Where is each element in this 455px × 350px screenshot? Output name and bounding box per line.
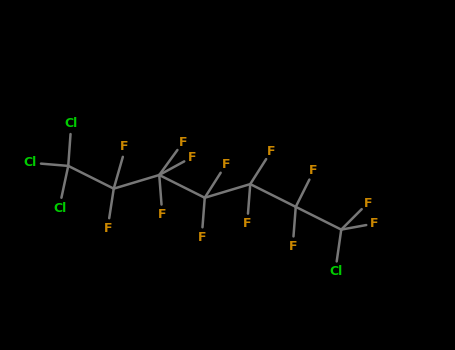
Text: F: F [309,164,317,177]
Text: Cl: Cl [23,156,36,169]
Text: F: F [364,197,372,210]
Text: Cl: Cl [53,202,67,215]
Text: Cl: Cl [329,265,343,278]
Text: F: F [198,231,206,244]
Text: F: F [158,208,166,221]
Text: F: F [370,217,379,230]
Text: F: F [267,145,275,158]
Text: F: F [179,136,187,149]
Text: F: F [289,240,297,253]
Text: F: F [222,159,230,172]
Text: F: F [120,140,128,153]
Text: F: F [104,222,112,235]
Text: Cl: Cl [65,117,78,130]
Text: F: F [188,151,196,164]
Text: F: F [243,217,252,230]
